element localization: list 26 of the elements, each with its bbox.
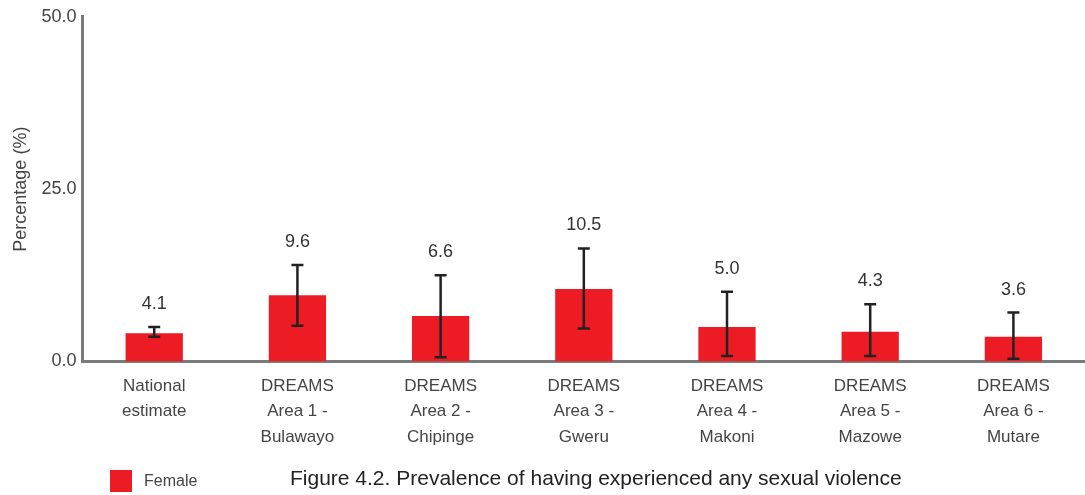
- x-tick-label: DREAMS Area 6 - Mutare: [977, 375, 1050, 446]
- bar: [125, 333, 183, 362]
- data-label: 4.3: [857, 270, 883, 291]
- data-label: 5.0: [714, 257, 740, 278]
- legend-label: Female: [144, 472, 198, 490]
- y-tick-label: 50.0: [41, 5, 77, 26]
- bar: [555, 289, 613, 362]
- x-tick-label: DREAMS Area 3 - Gweru: [547, 375, 621, 446]
- y-axis-title: Percentage (%): [9, 126, 30, 252]
- data-label: 10.5: [566, 214, 602, 235]
- bar: [841, 331, 899, 362]
- bar: [411, 316, 470, 362]
- y-tick-label: 25.0: [41, 178, 77, 199]
- caption: Figure 4.2. Prevalence of having experienced any sexual violence: [290, 466, 902, 490]
- data-label: 9.6: [284, 230, 310, 251]
- data-label: 3.6: [1000, 278, 1026, 299]
- data-label: 4.1: [141, 293, 167, 313]
- x-tick-label: National estimate: [122, 375, 187, 421]
- x-tick-label: DREAMS Area 5 - Mazowe: [833, 375, 907, 446]
- x-tick-label: DREAMS Area 2 - Chipinge: [404, 375, 477, 446]
- x-tick-label: DREAMS Area 4 - Makoni: [690, 375, 764, 446]
- bar: [698, 327, 756, 362]
- data-label: 6.6: [428, 241, 454, 262]
- x-tick-label: DREAMS Area 1 - Bulawayo: [260, 375, 335, 446]
- bar: [268, 295, 327, 362]
- y-tick-label: 0.0: [51, 350, 77, 371]
